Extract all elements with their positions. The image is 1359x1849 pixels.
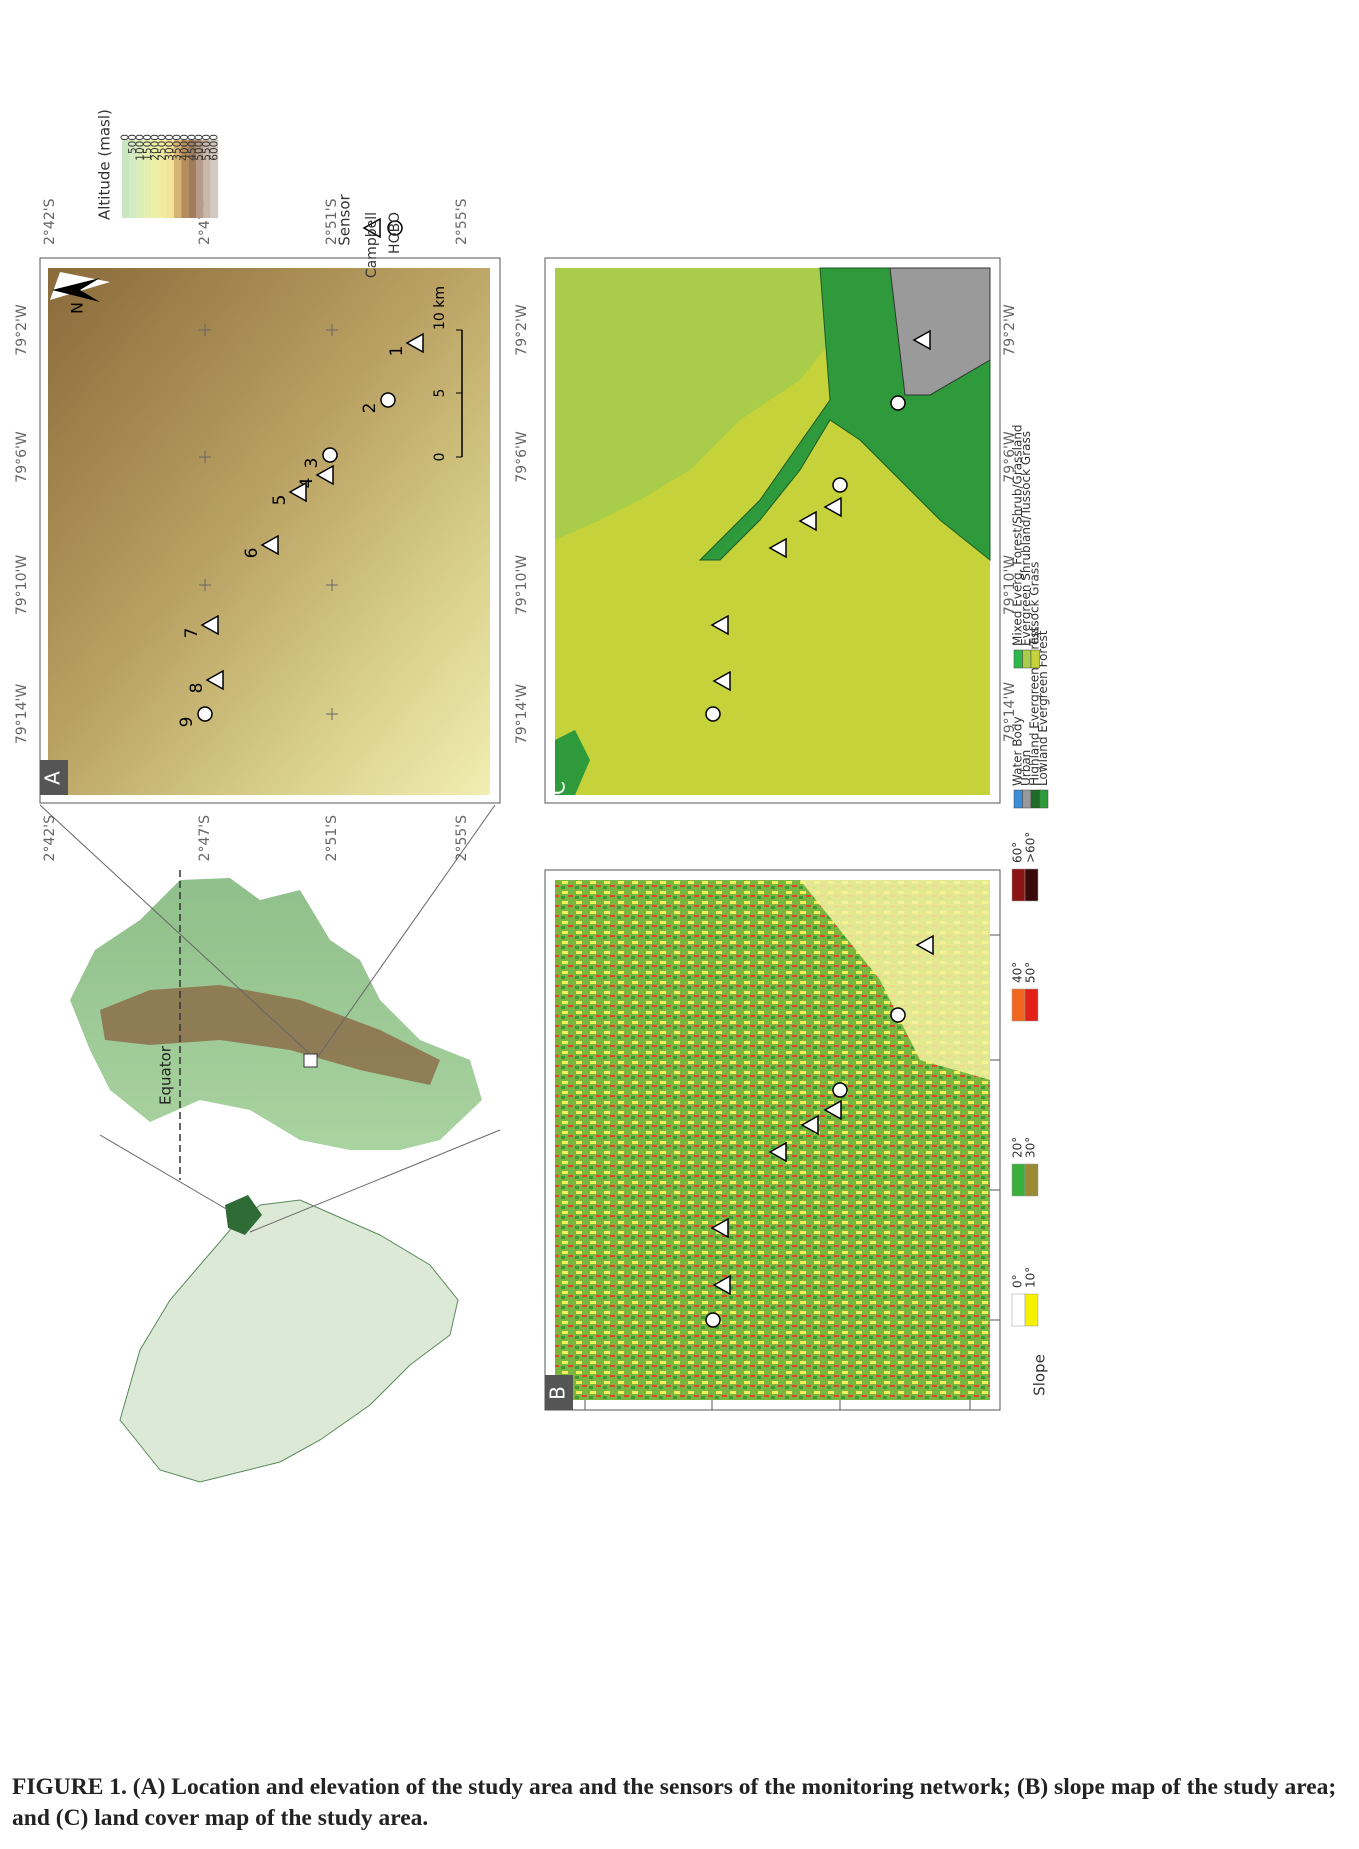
slope-swatch (1012, 1294, 1025, 1326)
panel-label: B (546, 1386, 570, 1400)
north-label: N (68, 302, 87, 314)
lon-tick-label: 79°2'W (14, 304, 30, 356)
connector (100, 1135, 228, 1210)
slope-label: 60° (1011, 842, 1025, 863)
lon-tick-label: 79°6'W (14, 431, 30, 483)
sensor-label: 5 (270, 495, 290, 506)
hobo-marker (891, 1008, 905, 1022)
figure: 79°14'W 79°14'W 79°10'W 79°10'W 79°6'W 79°6'W… (0, 0, 1359, 1765)
legend-title: Slope (1031, 1354, 1049, 1396)
lon-tick-label: 79°10'W (514, 555, 530, 615)
legend-label: HOBO (387, 212, 403, 254)
landcover-swatch (1023, 650, 1032, 668)
slope-label: 40° (1011, 962, 1025, 983)
caption: FIGURE 1. (A) Location and elevation of … (12, 1772, 1347, 1834)
lon-tick-label: 79°10'W (14, 555, 30, 615)
study-area-box (304, 1054, 317, 1067)
slope-label: 30° (1024, 1137, 1038, 1158)
slope-swatch (1025, 1164, 1038, 1196)
lon-tick-label: 79°14'W (514, 684, 530, 744)
panel-label: A (41, 771, 65, 785)
slope-swatch (1012, 1164, 1025, 1196)
lon-tick-label: 79°2'W (1002, 304, 1018, 356)
hobo-marker (381, 393, 395, 407)
slope-swatch (1012, 989, 1025, 1021)
slope-label: >60° (1024, 832, 1038, 863)
hobo-marker (198, 707, 212, 721)
slope-label: 10° (1024, 1267, 1038, 1288)
sensor-label: 1 (387, 346, 407, 357)
page: 79°14'W 79°14'W 79°10'W 79°10'W 79°6'W 79°6'W… (0, 0, 1359, 1849)
hobo-marker (891, 396, 905, 410)
lon-tick-label: 79°14'W (1002, 682, 1018, 742)
lon-tick-label: 79°10'W (1002, 555, 1018, 615)
legend-label: Campbell (364, 212, 380, 278)
legend-title: Sensor (336, 193, 354, 245)
panel-label: C (546, 781, 570, 795)
hobo-marker (833, 478, 847, 492)
landcover-swatch (1023, 790, 1032, 808)
lat-tick-label: 2°51'S (324, 815, 340, 862)
sensor-label: 3 (302, 458, 322, 469)
lon-tick-label: 79°6'W (514, 431, 530, 483)
lon-tick-label: 79°2'W (514, 304, 530, 356)
landcover-swatch (1031, 650, 1040, 668)
lat-tick-label: 2°42'S (42, 198, 58, 245)
caption-label: FIGURE 1. (12, 1774, 127, 1800)
slope-label: 20° (1011, 1137, 1025, 1158)
lat-tick-label: 2°42'S (42, 815, 58, 862)
landcover-swatch (1014, 650, 1023, 668)
landcover-swatch (1014, 790, 1023, 808)
slope-swatch (1025, 1294, 1038, 1326)
caption-text: (A) Location and elevation of the study … (12, 1774, 1336, 1831)
slope-label: 50° (1024, 962, 1038, 983)
equator-label: Equator (157, 1045, 175, 1105)
lon-tick-label: 79°6'W (1002, 431, 1018, 483)
hobo-marker (323, 448, 337, 462)
slope-swatch (1025, 869, 1038, 901)
hobo-marker (833, 1083, 847, 1097)
lat-tick-label: 2°47'S (197, 815, 213, 862)
hobo-marker (706, 1313, 720, 1327)
altitude-label: 6000 (209, 134, 221, 161)
slope-label: 0° (1011, 1274, 1025, 1288)
sensor-label: 6 (242, 548, 262, 559)
lon-tick-label: 79°14'W (14, 684, 30, 744)
lat-tick-label: 2°55'S (454, 198, 470, 245)
sensor-label: 2 (360, 403, 380, 414)
slope-swatch (1025, 989, 1038, 1021)
lat-tick-label: 2°55'S (454, 815, 470, 862)
south-america-map (120, 1200, 458, 1482)
hobo-marker (706, 707, 720, 721)
scale-label: 5 (432, 389, 448, 398)
sensor-label: 9 (177, 717, 197, 728)
scale-label: 0 (432, 453, 448, 462)
landcover-swatch (1040, 790, 1049, 808)
sensor-label: 7 (182, 628, 202, 639)
slope-swatch (1012, 869, 1025, 901)
landcover-label: Tussock Grass (1028, 562, 1042, 647)
legend-title: Altitude (masl) (96, 109, 114, 220)
landcover-swatch (1031, 790, 1040, 808)
scale-label: 10 km (432, 286, 448, 330)
sensor-label: 8 (187, 683, 207, 694)
